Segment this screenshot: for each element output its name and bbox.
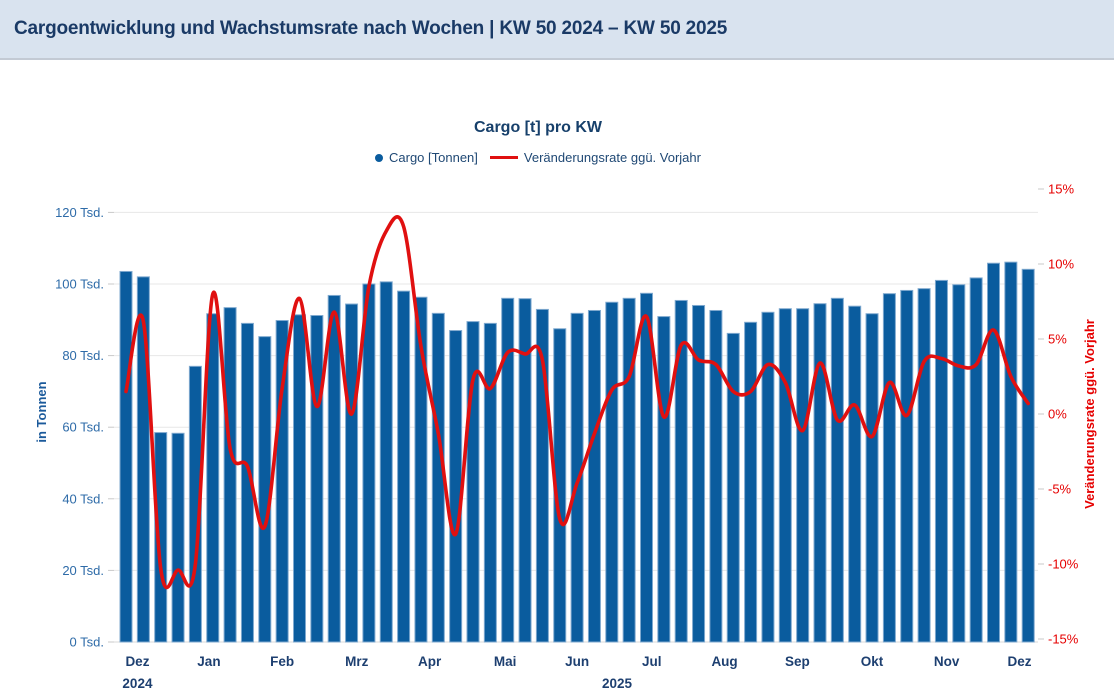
bar-kw-12[interactable] <box>362 283 376 643</box>
bar-kw-48[interactable] <box>987 262 1000 643</box>
x-axis-month-label: Nov <box>934 654 960 669</box>
bar-kw-47[interactable] <box>969 277 983 643</box>
x-axis-month-label: Dez <box>125 654 149 669</box>
legend-dot-icon <box>375 153 383 162</box>
bar-kw-25[interactable] <box>587 309 601 643</box>
right-axis-title: Veränderungsrate ggü. Vorjahr <box>1082 319 1097 509</box>
bar-kw-6[interactable] <box>258 336 272 643</box>
bar-kw-15[interactable] <box>414 296 428 643</box>
page-title: Cargoentwicklung und Wachstumsrate nach … <box>14 18 728 39</box>
bar-kw-17[interactable] <box>449 330 463 643</box>
bar-kw-24[interactable] <box>570 312 584 643</box>
bar-kw-45[interactable] <box>934 279 948 643</box>
bar-kw-20[interactable] <box>501 297 515 643</box>
bar-kw-9[interactable] <box>310 315 324 643</box>
x-axis-month-label: Apr <box>418 654 442 669</box>
bar-kw-34[interactable] <box>744 321 758 643</box>
bar-kw-50[interactable] <box>1021 268 1035 643</box>
x-axis-month-label: Feb <box>270 654 294 669</box>
x-axis-month-label: Jun <box>565 654 589 669</box>
growth-rate-line[interactable] <box>124 215 1030 590</box>
bar-kw-3[interactable] <box>206 313 220 643</box>
left-axis-label: 20 Tsd. <box>62 563 104 578</box>
bar-kw-28[interactable] <box>640 292 653 643</box>
right-axis-label: 10% <box>1048 257 1074 272</box>
header-bar: Cargoentwicklung und Wachstumsrate nach … <box>0 0 1114 60</box>
bar-kw-19[interactable] <box>483 322 497 643</box>
legend-item-rate[interactable]: Veränderungsrate ggü. Vorjahr <box>489 150 701 165</box>
bar-kw-26[interactable] <box>605 301 619 643</box>
bar-kw-44[interactable] <box>917 288 931 643</box>
bar-kw-21[interactable] <box>518 298 532 643</box>
bar-kw-11[interactable] <box>345 303 359 643</box>
legend-line-icon <box>489 156 518 159</box>
bar-kw-16[interactable] <box>431 312 445 643</box>
left-axis-label: 120 Tsd. <box>55 205 104 220</box>
right-axis-label: 15% <box>1048 182 1074 197</box>
x-axis-month-label: Jan <box>197 654 220 669</box>
bar-kw-42[interactable] <box>882 293 896 643</box>
bar-kw-35[interactable] <box>761 311 775 643</box>
x-axis-month-label: Aug <box>711 654 737 669</box>
x-axis-year-label: 2024 <box>122 676 153 691</box>
x-axis-month-label: Okt <box>861 654 884 669</box>
bar-kw-32[interactable] <box>709 309 723 643</box>
bar-kw-13[interactable] <box>379 281 393 643</box>
right-axis-label: 5% <box>1048 332 1067 347</box>
x-axis-month-label: Mrz <box>345 654 368 669</box>
bar-kw-38[interactable] <box>813 303 827 643</box>
left-axis-label: 0 Tsd. <box>70 635 104 650</box>
bar-kw-39[interactable] <box>830 297 844 643</box>
chart-legend: Cargo [Tonnen] Veränderungsrate ggü. Vor… <box>38 150 1038 165</box>
x-axis-year-label: 2025 <box>602 676 633 691</box>
bar-kw-27[interactable] <box>622 297 636 643</box>
bar-kw-43[interactable] <box>900 289 914 643</box>
left-axis-label: 60 Tsd. <box>62 420 104 435</box>
chart-header: Cargo [t] pro KW Cargo [Tonnen] Veränder… <box>38 119 1038 165</box>
bar-kw-8[interactable] <box>293 314 306 643</box>
right-axis-label: -5% <box>1048 482 1072 497</box>
bar-kw-31[interactable] <box>692 304 706 643</box>
bar-kw-4[interactable] <box>223 307 237 643</box>
x-axis-month-label: Sep <box>785 654 810 669</box>
bar-kw-41[interactable] <box>865 313 879 643</box>
left-axis-label: 100 Tsd. <box>55 277 104 292</box>
x-axis-month-label: Jul <box>642 654 662 669</box>
legend-label-cargo: Cargo [Tonnen] <box>389 150 478 165</box>
left-axis-title: in Tonnen <box>34 381 49 442</box>
left-axis-label: 40 Tsd. <box>62 491 104 506</box>
right-axis-label: -10% <box>1048 557 1079 572</box>
bar-kw-37[interactable] <box>796 308 810 643</box>
bar-kw-14[interactable] <box>397 290 411 643</box>
bar-kw-40[interactable] <box>848 305 862 643</box>
bar-kw-49[interactable] <box>1004 261 1018 643</box>
bar-kw-1[interactable] <box>171 432 185 643</box>
chart-title: Cargo [t] pro KW <box>474 119 602 136</box>
bar-kw-46[interactable] <box>952 284 966 643</box>
bar-kw-29[interactable] <box>657 316 671 643</box>
bar-kw-52[interactable] <box>154 432 168 643</box>
x-axis-month-label: Mai <box>494 654 517 669</box>
bar-kw-33[interactable] <box>726 332 740 643</box>
bar-kw-36[interactable] <box>778 308 792 643</box>
bar-kw-50[interactable] <box>119 270 133 643</box>
x-axis-month-label: Dez <box>1008 654 1032 669</box>
bar-kw-10[interactable] <box>327 294 341 643</box>
right-axis-label: 0% <box>1048 407 1067 422</box>
left-axis-label: 80 Tsd. <box>62 348 104 363</box>
legend-item-cargo[interactable]: Cargo [Tonnen] <box>375 150 478 165</box>
bar-kw-30[interactable] <box>674 299 688 643</box>
legend-label-rate: Veränderungsrate ggü. Vorjahr <box>523 150 701 165</box>
right-axis-label: -15% <box>1048 632 1079 647</box>
